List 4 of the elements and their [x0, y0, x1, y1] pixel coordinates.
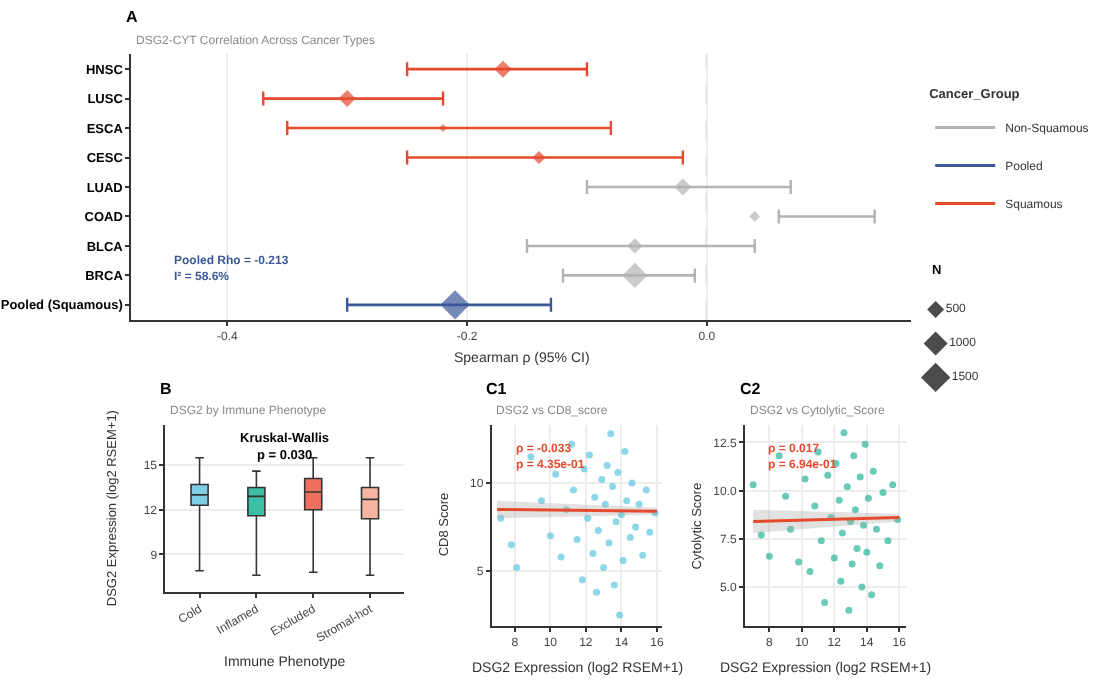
- chart-title: C2: [740, 380, 762, 398]
- chart-title: B: [160, 380, 172, 398]
- chart-title: C1: [486, 380, 508, 398]
- chart-title: A: [126, 8, 138, 26]
